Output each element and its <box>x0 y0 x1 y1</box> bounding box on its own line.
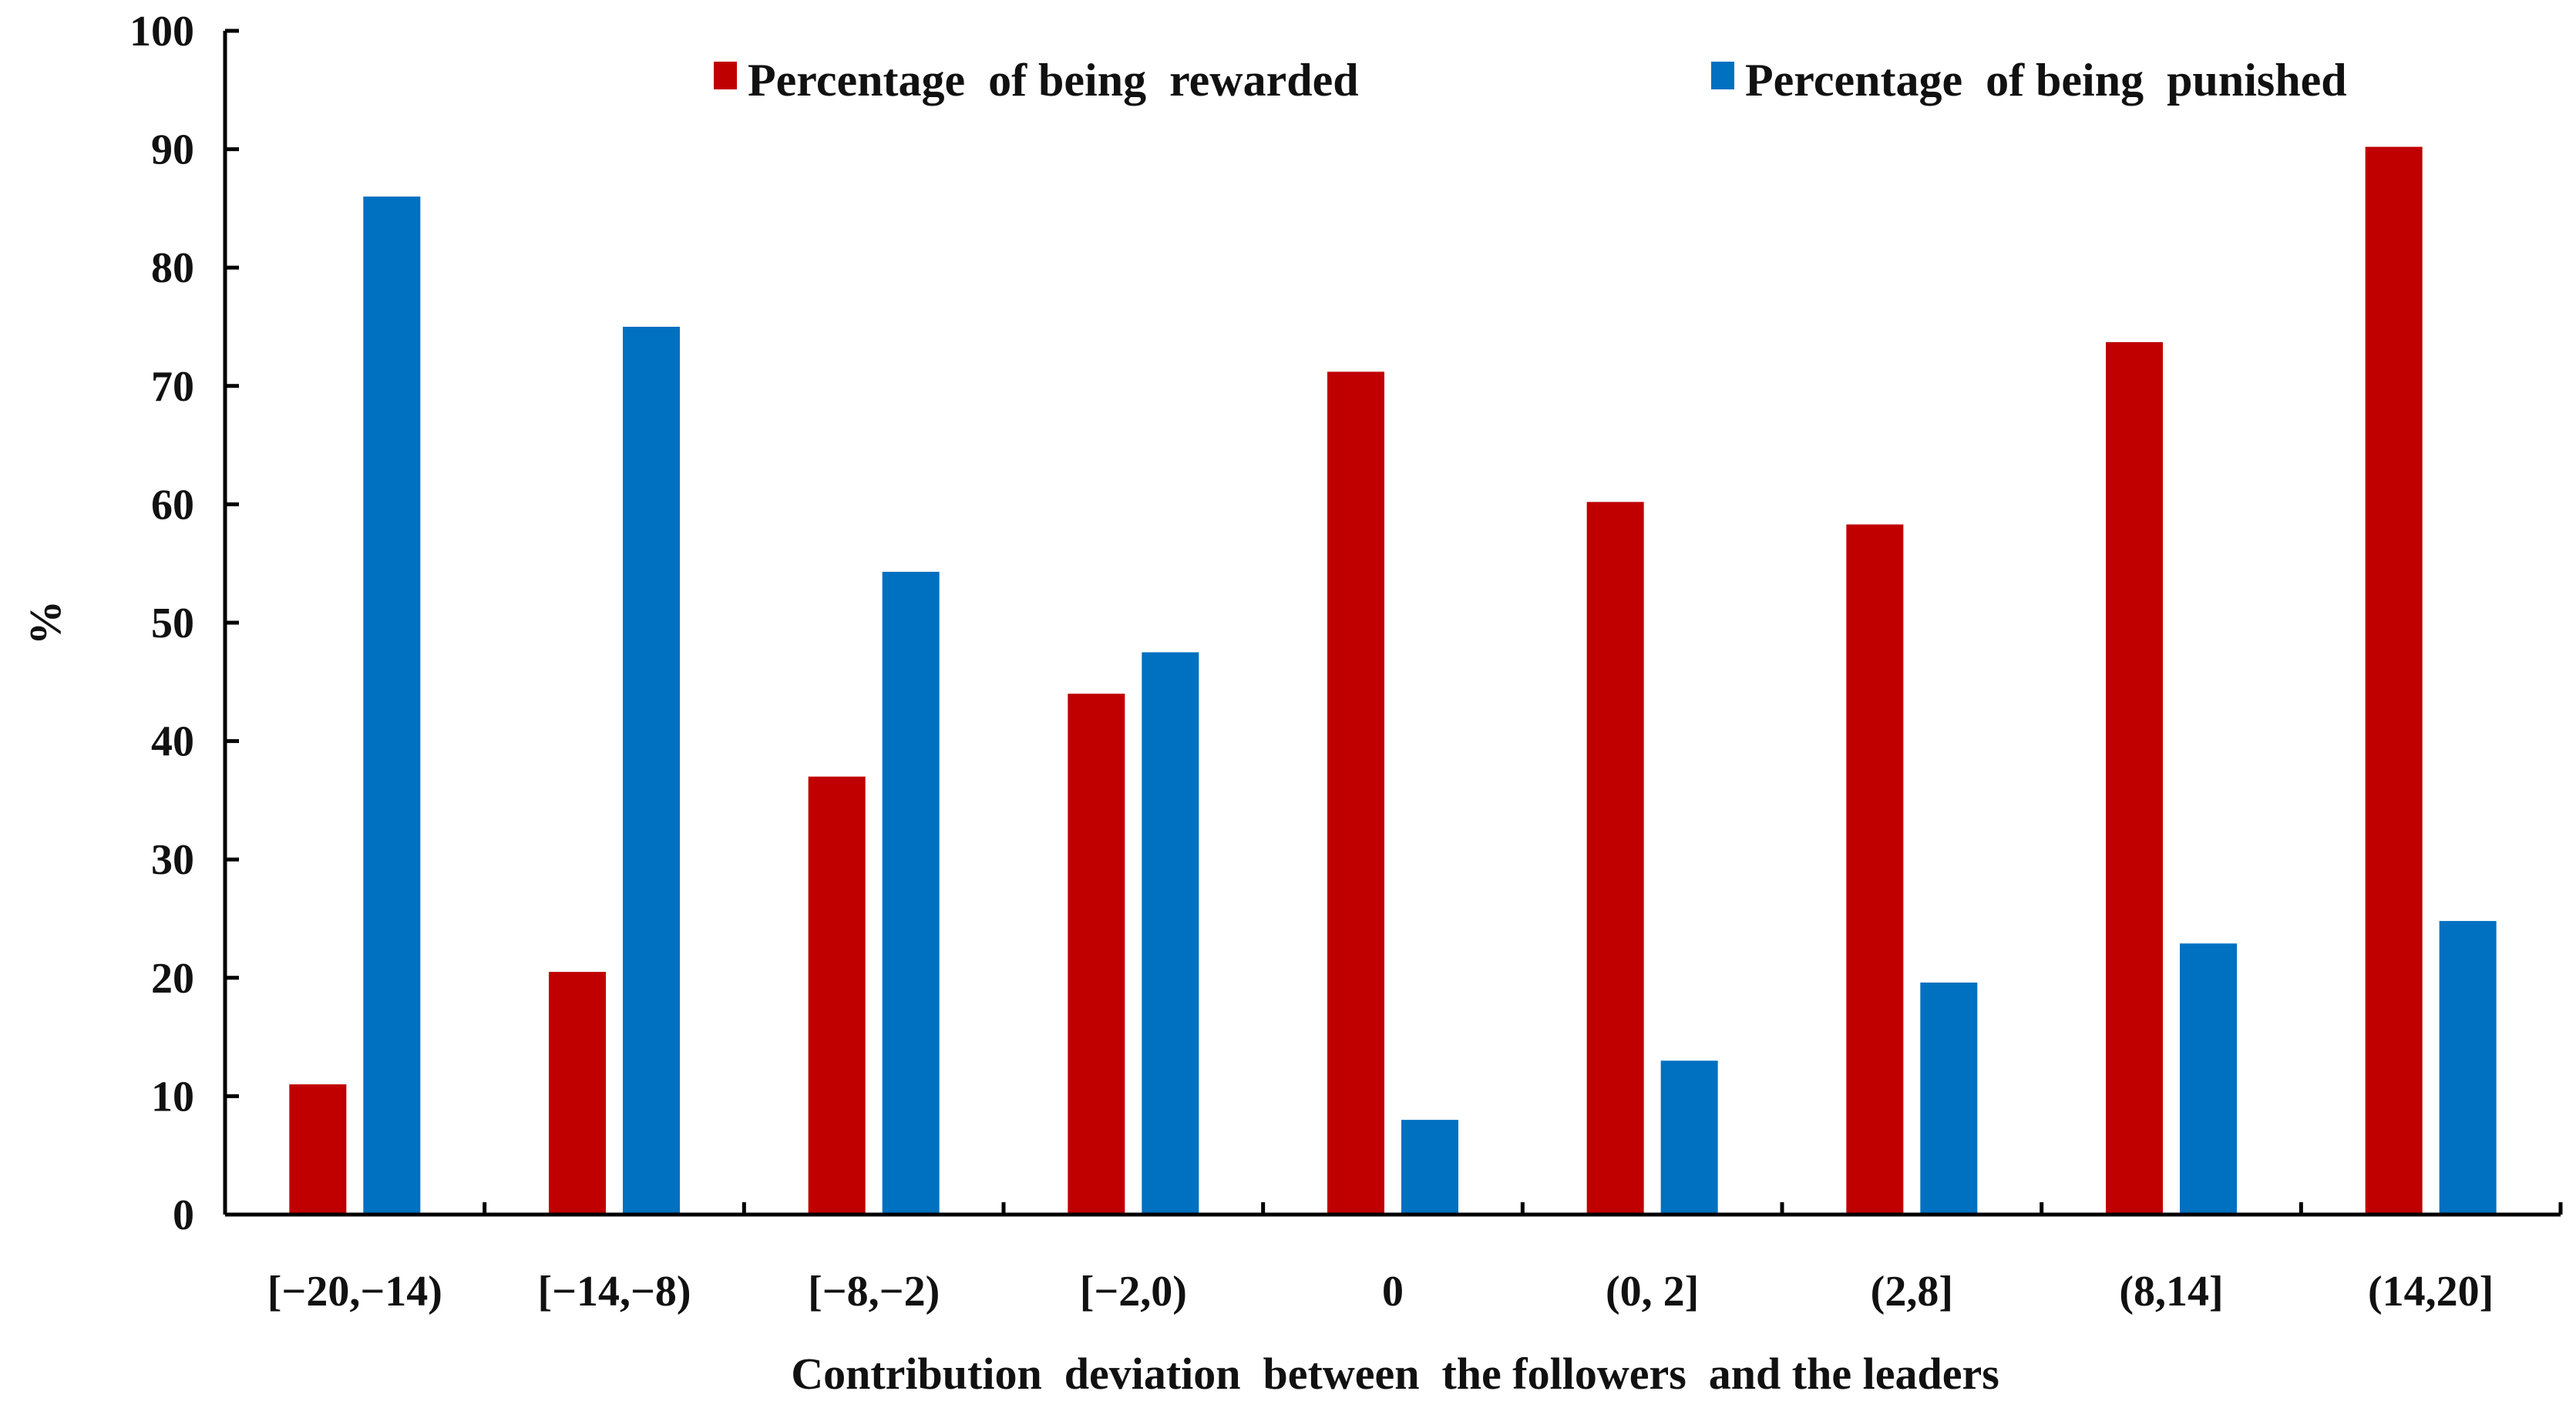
bar-punished-2 <box>882 571 940 1215</box>
x-category-label: (2,8] <box>1871 1268 1953 1316</box>
x-category-label: (14,20] <box>2368 1268 2494 1316</box>
x-category-label: [−14,−8) <box>537 1268 691 1316</box>
bar-rewarded-7 <box>2106 341 2163 1215</box>
bar-rewarded-8 <box>2365 146 2423 1215</box>
y-tick-label: 70 <box>151 363 194 411</box>
bars-group <box>289 146 2497 1215</box>
legend: Percentage of being rewarded Percentage … <box>714 55 2347 106</box>
axes-group: 0 10 20 30 40 50 60 70 80 90 100 [−20,−14) [−14,−8) [… <box>129 8 2563 1316</box>
bar-rewarded-4 <box>1327 371 1384 1215</box>
y-tick-label: 100 <box>129 8 194 55</box>
x-category-label: [−2,0) <box>1080 1268 1187 1316</box>
bar-rewarded-0 <box>289 1084 347 1215</box>
bar-punished-8 <box>2439 921 2497 1215</box>
x-category-label: [−20,−14) <box>267 1268 442 1316</box>
bar-rewarded-1 <box>549 972 606 1215</box>
legend-label-rewarded: Percentage of being rewarded <box>748 55 1359 106</box>
bar-punished-5 <box>1660 1060 1718 1215</box>
x-axis-title: Contribution deviation between the follo… <box>791 1349 1999 1399</box>
y-axis-title: % <box>20 600 70 645</box>
y-tick-label: 20 <box>151 955 194 1003</box>
bar-punished-7 <box>2180 943 2237 1215</box>
bar-punished-1 <box>623 327 680 1215</box>
y-tick-label: 10 <box>151 1073 194 1121</box>
y-tick-label: 80 <box>151 244 194 292</box>
y-tick-label: 0 <box>173 1191 194 1239</box>
legend-swatch-punished <box>1711 62 1734 89</box>
bar-rewarded-6 <box>1846 524 1904 1215</box>
bar-rewarded-2 <box>808 776 866 1215</box>
x-category-label: 0 <box>1382 1268 1404 1316</box>
x-category-label: (8,14] <box>2119 1268 2223 1316</box>
bar-punished-6 <box>1920 982 1978 1215</box>
bar-punished-3 <box>1142 652 1199 1215</box>
y-tick-label: 90 <box>151 126 194 174</box>
y-tick-label: 60 <box>151 481 194 529</box>
x-category-label: (0, 2] <box>1606 1268 1699 1316</box>
bar-punished-4 <box>1401 1120 1458 1215</box>
bar-punished-0 <box>363 197 421 1215</box>
bar-rewarded-3 <box>1068 694 1125 1215</box>
y-tick-label: 40 <box>151 718 194 766</box>
legend-label-punished: Percentage of being punished <box>1745 55 2347 106</box>
x-category-label: [−8,−2) <box>808 1268 940 1316</box>
y-tick-label: 50 <box>151 600 194 647</box>
bar-rewarded-5 <box>1586 502 1644 1215</box>
legend-swatch-rewarded <box>714 62 737 89</box>
y-tick-label: 30 <box>151 836 194 884</box>
